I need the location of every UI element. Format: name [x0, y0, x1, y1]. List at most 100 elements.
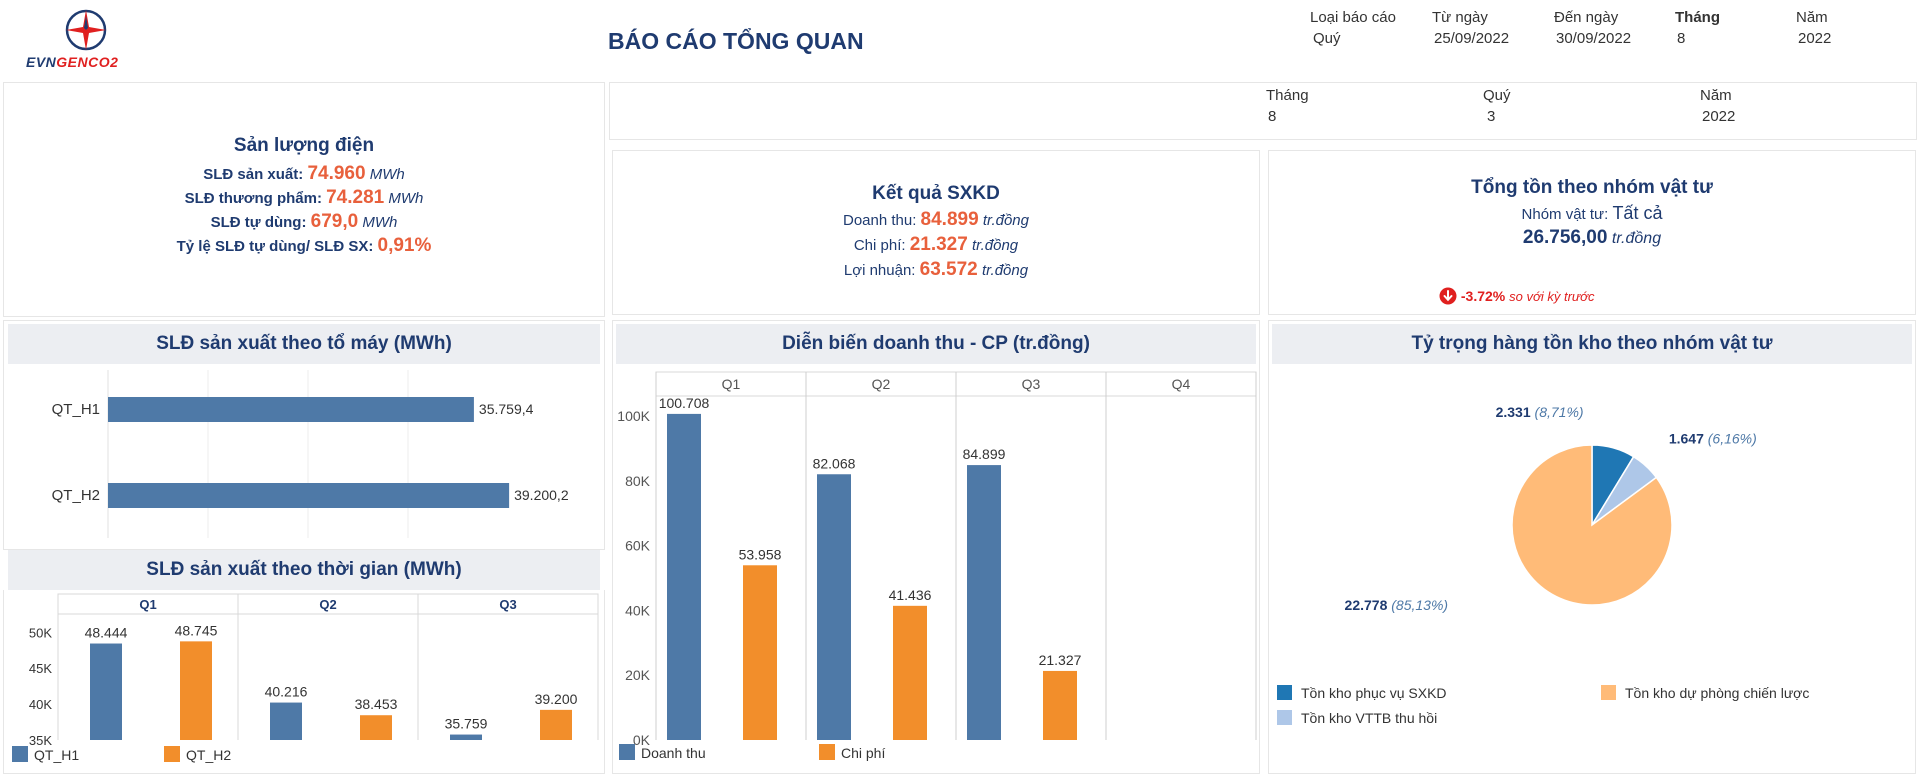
kpi-unit: MWh	[362, 214, 398, 231]
panel-header	[655, 371, 807, 397]
kpi-title: Kết quả SXKD	[872, 183, 1000, 204]
page-title: BÁO CÁO TỔNG QUAN	[608, 28, 864, 54]
filter-label: Năm	[1796, 9, 1828, 26]
bar	[667, 413, 701, 740]
kpi-label: Doanh thu:	[842, 212, 917, 229]
period-month: Tháng 8	[1266, 87, 1309, 125]
period-label: Năm	[1700, 87, 1732, 104]
pie-slice	[1511, 444, 1673, 606]
kpi-label: Nhóm vật tư:	[1521, 206, 1609, 223]
kpi-row: 26.756,00 tr.đồng	[1269, 227, 1915, 249]
kpi-row: Chi phí: 21.327 tr.đồng	[613, 234, 1259, 256]
data-label: 84.899	[963, 446, 1006, 462]
chart-hbar: QT_H1 35.759,4 QT_H2 39.200,2	[52, 370, 569, 538]
legend-swatch	[819, 744, 835, 760]
filter-value: 2022	[1798, 30, 1832, 47]
bar	[817, 474, 851, 740]
logo-text-genco: GENCO2	[56, 54, 119, 70]
panel-header	[955, 371, 1107, 397]
filter-to-date[interactable]: Đến ngày 30/09/2022	[1554, 9, 1664, 47]
legend-swatch	[1277, 710, 1292, 725]
legend-label: Doanh thu	[641, 745, 706, 761]
y-tick-label: 100K	[617, 408, 650, 424]
down-arrow-icon	[1439, 287, 1457, 305]
panel-header-label: Q2	[872, 376, 891, 392]
kpi-label: SLĐ tự dùng:	[210, 214, 307, 231]
period-bar: Tháng 8 Quý 3 Năm 2022	[609, 82, 1917, 140]
slice-label: 2.331 (8,71%)	[1496, 404, 1584, 420]
filter-value: 30/09/2022	[1556, 30, 1632, 47]
data-label: 35.759	[445, 716, 488, 732]
bar	[108, 397, 474, 422]
y-tick-label: 20K	[625, 667, 651, 683]
chart-rev: Q1 Q2 Q3 Q4 0K 20K 40K 60K 80K 100K 100.708 53.958 8…	[617, 371, 1257, 761]
data-label: 41.436	[889, 587, 932, 603]
bar	[743, 565, 777, 740]
period-value: 3	[1487, 108, 1496, 125]
kpi-title: Tổng tồn theo nhóm vật tư	[1471, 177, 1713, 198]
legend-swatch	[619, 744, 635, 760]
filter-from-date[interactable]: Từ ngày 25/09/2022	[1432, 9, 1542, 47]
filter-month[interactable]: Tháng 8	[1675, 9, 1785, 47]
slice-pct: (85,13%)	[1391, 597, 1448, 613]
kpi-title: Sản lượng điện	[233, 135, 375, 156]
kpi-row: Doanh thu: 84.899 tr.đồng	[613, 209, 1259, 231]
y-tick-label: 0K	[633, 732, 651, 748]
panel-header-label: Q1	[722, 376, 741, 392]
legend-swatch	[1601, 685, 1616, 700]
chart-time: Q1 Q2 Q3 35K 40K 45K 50K 48.444 48.745 40.216 38.4…	[12, 593, 599, 763]
legend-label: Chi phí	[841, 745, 885, 761]
kpi-row: SLĐ tự dùng: 679,0 MWh	[4, 211, 604, 233]
data-label: 35.759,4	[479, 401, 534, 417]
slice-value: 22.778	[1345, 597, 1392, 613]
bar	[450, 734, 482, 740]
kpi-unit: tr.đồng	[1611, 230, 1662, 247]
kpi-value: Tất cả	[1612, 203, 1663, 223]
bar	[893, 605, 927, 740]
kpi-ton-kho: Tổng tồn theo nhóm vật tư Nhóm vật tư: T…	[1268, 150, 1916, 315]
filter-report-type[interactable]: Loại báo cáo Quý	[1310, 9, 1420, 47]
legend-label: QT_H2	[186, 747, 231, 763]
chart-title-ty-trong: Tỷ trọng hàng tồn kho theo nhóm vật tư	[1272, 324, 1912, 364]
slice-value: 1.647	[1669, 431, 1708, 447]
bar	[180, 641, 212, 740]
change-note: so với kỳ trước	[1509, 289, 1595, 304]
y-tick-label: 80K	[625, 473, 651, 489]
bar	[90, 643, 122, 740]
kpi-row: Tỷ lệ SLĐ tự dùng/ SLĐ SX: 0,91%	[4, 235, 604, 257]
filter-label: Loại báo cáo	[1310, 9, 1396, 26]
y-tick-label: 35K	[29, 733, 52, 748]
kpi-label: Lợi nhuận:	[843, 262, 916, 279]
change-value: -3.72%	[1460, 288, 1506, 304]
company-logo: EVNGENCO2	[24, 6, 144, 70]
y-tick-label: 40K	[625, 602, 651, 618]
kpi-value: 84.899	[920, 209, 979, 230]
kpi-value: 63.572	[919, 259, 978, 280]
data-label: 38.453	[355, 696, 398, 712]
chart-pie: 2.331 (8,71%) 1.647 (6,16%) 22.778 (85,13%…	[1277, 404, 1809, 726]
chart-title-to-may: SLĐ sản xuất theo tổ máy (MWh)	[8, 324, 600, 364]
filter-label: Đến ngày	[1554, 9, 1619, 26]
data-label: 48.444	[85, 625, 128, 641]
kpi-row: Nhóm vật tư: Tất cả	[1269, 203, 1915, 224]
kpi-unit: tr.đồng	[972, 237, 1019, 254]
bar	[108, 483, 510, 508]
period-value: 2022	[1702, 108, 1736, 125]
legend-swatch	[164, 746, 180, 762]
bar	[967, 465, 1001, 740]
legend-swatch	[12, 746, 28, 762]
chart-title-thoi-gian: SLĐ sản xuất theo thời gian (MWh)	[8, 550, 600, 590]
period-label: Tháng	[1266, 87, 1309, 104]
kpi-san-luong: Sản lượng điện SLĐ sản xuất: 74.960 MWh …	[3, 82, 605, 317]
kpi-label: SLĐ thương phẩm:	[184, 190, 322, 207]
category-label: QT_H2	[52, 487, 100, 504]
bar	[1043, 670, 1077, 740]
bar	[360, 715, 392, 740]
y-tick-label: 50K	[29, 625, 52, 640]
kpi-unit: MWh	[369, 166, 405, 183]
kpi-value: 74.960	[307, 163, 366, 184]
filter-value: 25/09/2022	[1434, 30, 1510, 47]
panel-header	[1105, 371, 1257, 397]
filter-year[interactable]: Năm 2022	[1796, 9, 1906, 47]
period-value: 8	[1268, 108, 1277, 125]
